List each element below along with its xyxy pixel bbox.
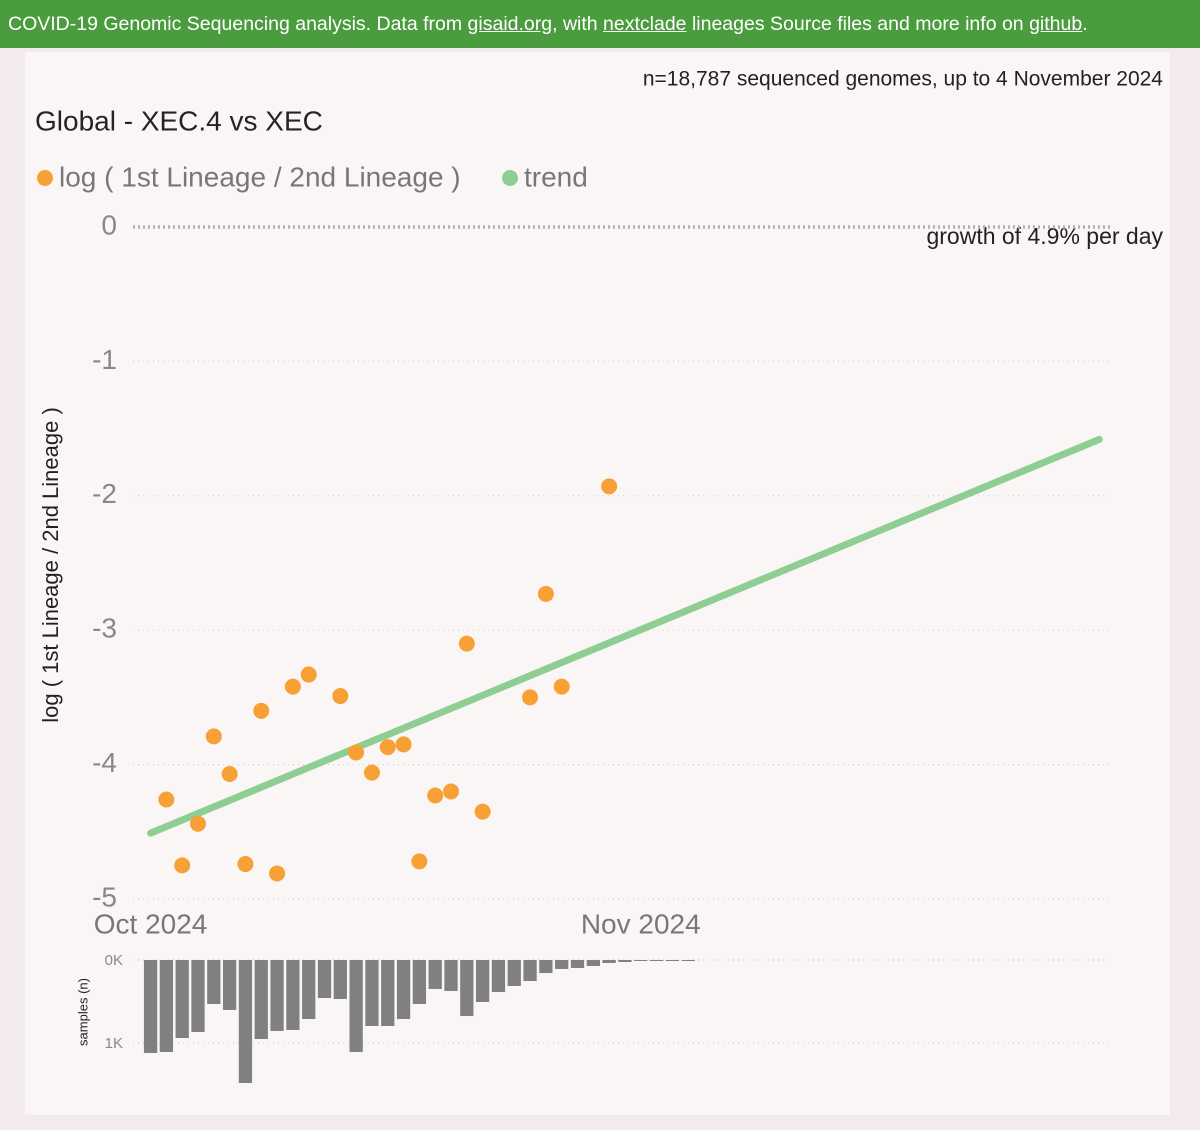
legend-label: log ( 1st Lineage / 2nd Lineage ) [59, 161, 461, 192]
x-tick-label: Nov 2024 [581, 908, 701, 939]
bar [428, 960, 442, 989]
header-link[interactable]: github [1029, 13, 1083, 35]
bar [286, 960, 300, 1030]
bar [238, 960, 253, 1084]
scatter-point [411, 853, 428, 870]
panel [25, 52, 1170, 1115]
bar [491, 960, 506, 993]
scatter-point [284, 678, 301, 695]
y-tick-label: 1K [105, 1035, 123, 1052]
scatter-point [443, 783, 460, 800]
y-tick-label: -3 [92, 613, 117, 644]
bar [365, 960, 379, 1026]
subtitle: n=18,787 sequenced genomes, up to 4 Nove… [643, 68, 1163, 91]
bar [222, 960, 237, 1010]
scatter-point [237, 856, 254, 873]
bar [191, 960, 205, 1032]
bar [507, 960, 521, 986]
scatter-point [205, 728, 222, 745]
bar [143, 960, 158, 1053]
bar [665, 960, 680, 961]
bar [649, 960, 664, 961]
bar [681, 960, 695, 961]
y-tick-label: 0 [101, 209, 117, 240]
scatter-point [221, 765, 238, 782]
bar [349, 960, 363, 1052]
y-tick-label: -2 [92, 478, 117, 509]
bar [317, 960, 332, 999]
bar [381, 960, 395, 1026]
scatter-point [601, 478, 618, 495]
x-tick-label: Oct 2024 [94, 908, 208, 939]
header-text: . [1082, 13, 1088, 35]
header-text: , with [552, 13, 604, 35]
scatter-point [363, 764, 380, 781]
scatter-point [379, 739, 396, 756]
scatter-point [427, 787, 444, 804]
header-banner: COVID-19 Genomic Sequencing analysis. Da… [0, 0, 1200, 48]
chart: n=18,787 sequenced genomes, up to 4 Nove… [25, 52, 1170, 1115]
header-link[interactable]: gisaid.org [467, 13, 553, 35]
bar [159, 960, 174, 1052]
header-text: COVID-19 Genomic Sequencing analysis. Da… [8, 13, 468, 35]
header-link[interactable]: nextclade [603, 13, 687, 35]
legend-label: trend [524, 161, 588, 192]
scatter-point [253, 702, 270, 719]
chart-title: Global - XEC.4 vs XEC [35, 105, 323, 136]
scatter-point [348, 744, 365, 761]
bar [539, 960, 553, 974]
y-tick-label: -5 [92, 881, 117, 912]
bar [460, 960, 474, 1017]
legend-marker [502, 170, 518, 186]
bar [523, 960, 537, 981]
y-axis-title: samples (n) [75, 978, 90, 1046]
bar [270, 960, 284, 1031]
y-tick-label: -1 [92, 344, 117, 375]
bar [207, 960, 221, 1004]
y-tick-label: -4 [92, 747, 117, 778]
bar [475, 960, 490, 1002]
bar [396, 960, 411, 1020]
bar [444, 960, 458, 991]
scatter-point [458, 635, 475, 652]
bar [254, 960, 268, 1040]
trend-line [147, 435, 1103, 837]
scatter-point [300, 666, 317, 683]
scatter-point [474, 803, 491, 820]
scatter-point [174, 857, 191, 874]
y-tick-label: 0K [105, 952, 123, 969]
scatter-point [522, 689, 539, 706]
scatter-point [537, 585, 554, 602]
bar [570, 960, 585, 968]
scatter-point [158, 791, 175, 808]
bar [175, 960, 189, 1039]
scatter-point [395, 736, 412, 753]
bar [602, 960, 616, 963]
legend-marker [37, 170, 53, 186]
bar [302, 960, 316, 1020]
bar [634, 960, 648, 961]
bar [618, 960, 632, 962]
scatter-point [269, 865, 286, 882]
bar [586, 960, 600, 966]
bar [555, 960, 569, 969]
scatter-point [189, 815, 206, 832]
bar [412, 960, 427, 1004]
scatter-point [332, 688, 349, 705]
y-axis-title: log ( 1st Lineage / 2nd Lineage ) [38, 407, 63, 723]
header-text: lineages Source files and more info on [686, 13, 1030, 35]
scatter-point [553, 678, 570, 695]
bar [333, 960, 347, 1000]
